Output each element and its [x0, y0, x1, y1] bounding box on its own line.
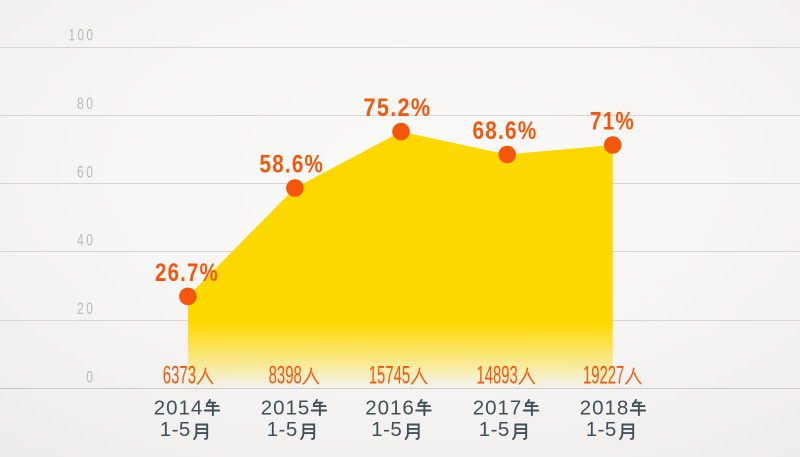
svg-text:6373: 6373	[163, 361, 196, 389]
svg-text:26.7%: 26.7%	[155, 259, 219, 287]
svg-text:71%: 71%	[590, 108, 635, 136]
svg-text:8398: 8398	[269, 361, 302, 389]
svg-text:1-5: 1-5	[267, 418, 299, 441]
svg-text:1-5: 1-5	[371, 418, 403, 441]
svg-text:58.6%: 58.6%	[260, 151, 325, 179]
svg-text:80: 80	[77, 94, 96, 113]
svg-text:2018: 2018	[580, 397, 630, 420]
svg-text:0: 0	[86, 367, 95, 386]
svg-text:2014: 2014	[154, 397, 204, 420]
svg-text:2016: 2016	[365, 397, 415, 420]
svg-text:1-5: 1-5	[479, 418, 511, 441]
svg-text:1-5: 1-5	[160, 418, 192, 441]
svg-text:68.6%: 68.6%	[473, 117, 538, 145]
svg-text:75.2%: 75.2%	[364, 94, 432, 122]
svg-text:20: 20	[77, 299, 96, 318]
svg-text:2015: 2015	[261, 397, 311, 420]
svg-text:19227: 19227	[583, 361, 624, 389]
svg-text:100: 100	[69, 26, 96, 45]
svg-text:2017: 2017	[473, 397, 523, 420]
svg-text:60: 60	[77, 162, 96, 181]
svg-text:15745: 15745	[369, 361, 410, 389]
svg-text:1-5: 1-5	[586, 418, 618, 441]
svg-text:40: 40	[77, 231, 96, 250]
svg-text:14893: 14893	[477, 361, 518, 389]
